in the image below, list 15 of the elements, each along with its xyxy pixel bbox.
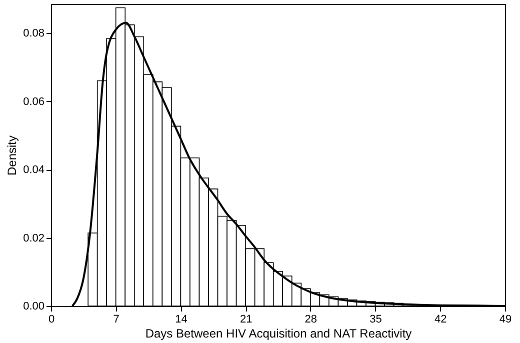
x-tick-label: 49 xyxy=(499,314,512,326)
x-tick-label: 14 xyxy=(175,314,188,326)
y-tick-label: 0.02 xyxy=(23,232,44,244)
x-tick-label: 28 xyxy=(304,314,318,326)
x-tick-label: 42 xyxy=(434,314,447,326)
y-axis-title: Density xyxy=(5,135,20,176)
x-axis-title: Days Between HIV Acquisition and NAT Reactivity xyxy=(145,326,412,340)
x-tick-label: 21 xyxy=(240,314,252,326)
x-tick-label: 35 xyxy=(370,314,382,326)
y-tick-label: 0.04 xyxy=(23,164,44,176)
y-tick-label: 0.06 xyxy=(23,96,44,108)
y-tick-label: 0.00 xyxy=(23,300,44,312)
y-tick-label: 0.08 xyxy=(23,28,44,40)
x-tick-label: 7 xyxy=(113,314,120,326)
x-tick-label: 0 xyxy=(48,314,55,326)
